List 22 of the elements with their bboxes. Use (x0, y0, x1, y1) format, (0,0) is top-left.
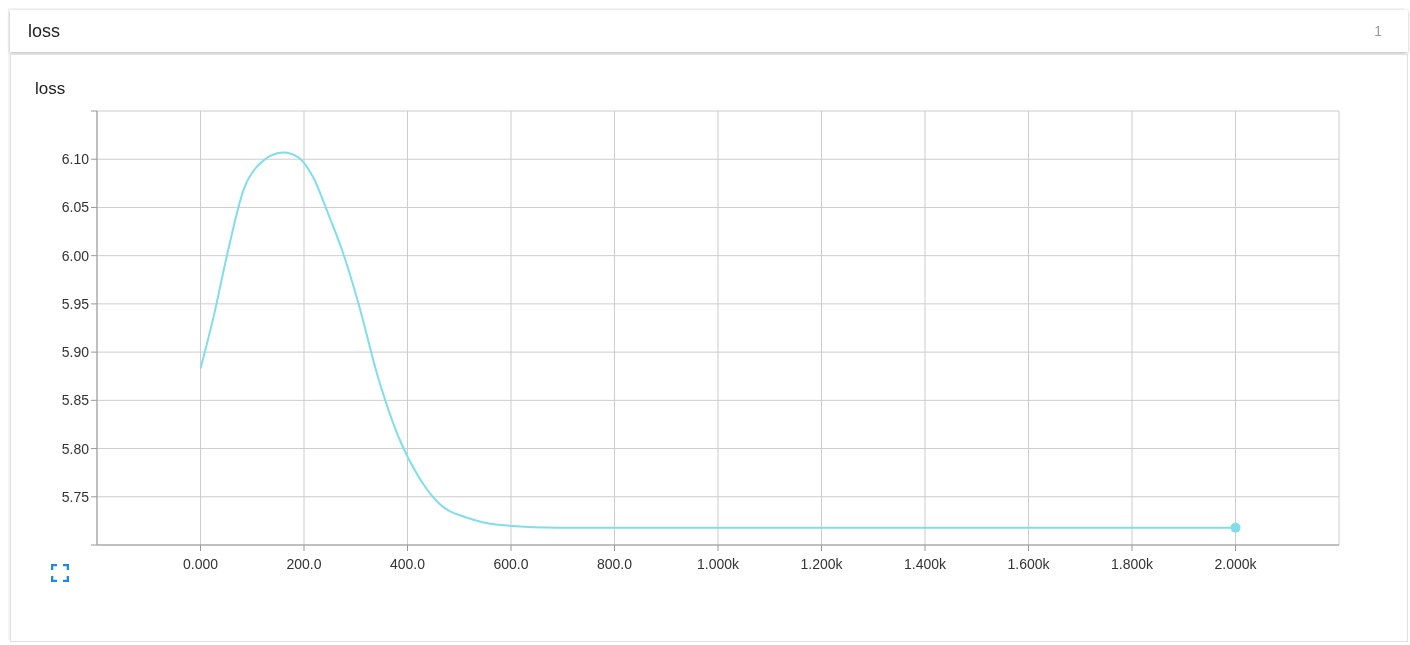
y-tick-label: 5.90 (61, 344, 90, 361)
x-tick-label: 0.000 (182, 555, 219, 572)
x-tick-label: 1.200k (800, 555, 844, 572)
x-tick-label: 1.800k (1110, 555, 1155, 572)
text: 1 (1374, 23, 1382, 39)
chart-title: loss (28, 20, 61, 42)
y-tick-label: 5.95 (61, 295, 90, 312)
y-tick-label: 5.85 (61, 392, 90, 409)
x-tick-label: 1.000k (696, 555, 741, 572)
x-tick-label: 1.400k (903, 555, 948, 572)
x-tick-label: 2.000k (1214, 555, 1258, 572)
x-tick-label: 800.0 (596, 555, 633, 572)
y-tick-label: 6.00 (61, 247, 90, 264)
x-tick-label: 1.600k (1007, 555, 1051, 572)
x-tick-label: 200.0 (286, 555, 322, 572)
y-tick-label: 6.10 (61, 151, 90, 168)
y-tick-label: 5.75 (61, 488, 90, 505)
chart-subtitle: loss (35, 79, 66, 99)
y-tick-label: 6.05 (61, 199, 90, 216)
y-tick-label: 5.80 (61, 440, 90, 457)
x-tick-label: 400.0 (389, 555, 426, 572)
x-tick-label: 600.0 (493, 555, 529, 572)
